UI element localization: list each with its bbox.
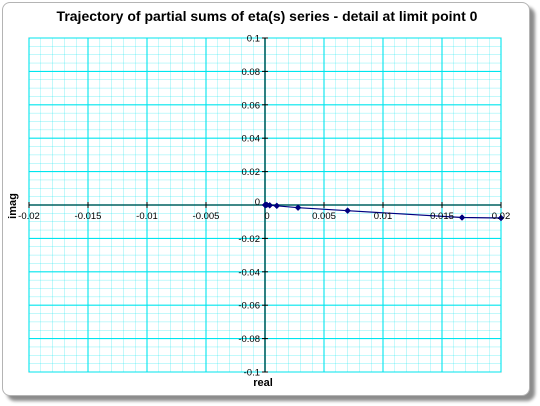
series-point <box>273 202 281 210</box>
tick-labels: -0.02 -0.015 -0.01 -0.005 0 0.005 0.01 0.015 0.0… <box>18 34 510 379</box>
series-point <box>458 214 466 221</box>
y-tick-label: -0.1 <box>244 368 260 379</box>
y-tick-label: 0.04 <box>242 134 261 145</box>
y-tick-label: 0.08 <box>242 67 261 78</box>
y-axis-label: imag <box>7 193 19 219</box>
x-tick-label: 0.02 <box>492 211 511 222</box>
series-layer <box>261 201 505 222</box>
x-tick-label: -0.005 <box>193 211 220 222</box>
y-tick-label: 0 <box>255 197 260 208</box>
chart-title: Trajectory of partial sums of eta(s) ser… <box>56 8 478 24</box>
series-point <box>344 207 351 215</box>
y-tick-label: -0.08 <box>238 334 260 345</box>
y-tick-label: -0.04 <box>238 267 260 278</box>
x-tick-label: -0.02 <box>18 211 40 222</box>
series-point <box>261 201 269 209</box>
y-tick-label: -0.06 <box>238 301 260 312</box>
y-tick-label: 0.06 <box>242 100 261 111</box>
x-tick-label: 0 <box>264 211 269 222</box>
x-tick-label: -0.015 <box>75 211 102 222</box>
x-tick-label: 0.015 <box>430 211 454 222</box>
series-point <box>497 214 505 222</box>
series-point <box>294 204 302 212</box>
y-tick-label: 0.1 <box>247 34 260 45</box>
y-tick-label: 0.02 <box>242 167 261 178</box>
x-tick-label: -0.01 <box>136 211 158 222</box>
x-tick-label: 0.005 <box>312 211 336 222</box>
x-tick-label: 0.01 <box>374 211 393 222</box>
x-axis-label: real <box>253 377 273 389</box>
y-tick-label: -0.02 <box>238 234 260 245</box>
